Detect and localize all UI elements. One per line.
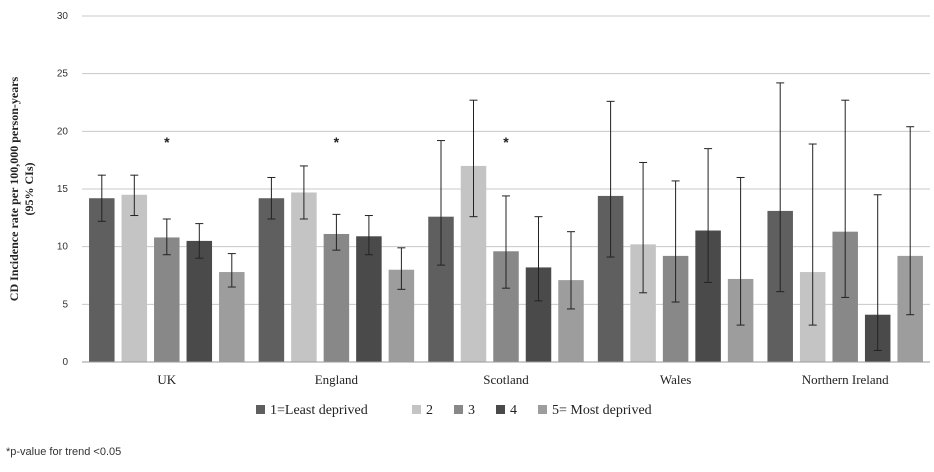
legend-label: 1=Least deprived xyxy=(270,403,368,418)
significance-marker: * xyxy=(334,134,340,150)
error-bar xyxy=(808,143,817,326)
x-category-label: Northern Ireland xyxy=(802,372,889,387)
error-bar xyxy=(639,161,648,294)
bar-uk-series-2 xyxy=(121,194,148,362)
y-tick-label: 20 xyxy=(57,126,69,137)
footnote: *p-value for trend <0.05 xyxy=(6,446,122,458)
legend-label: 4 xyxy=(510,403,517,418)
error-bar xyxy=(736,176,745,326)
y-tick-label: 10 xyxy=(57,242,69,253)
bar-england-series-4 xyxy=(356,236,382,362)
error-bar xyxy=(397,247,406,290)
legend-swatch xyxy=(538,405,547,414)
error-bar xyxy=(671,180,680,303)
error-bar xyxy=(97,174,106,222)
legend-label: 5= Most deprived xyxy=(552,403,652,418)
bar-england-series-1 xyxy=(258,198,285,362)
error-bar xyxy=(267,176,276,220)
y-tick-label: 0 xyxy=(62,357,68,368)
error-bar xyxy=(332,213,341,251)
error-bar xyxy=(906,126,915,316)
legend-item-5: 5= Most deprived xyxy=(538,403,652,418)
legend-swatch xyxy=(412,405,421,414)
error-bar xyxy=(567,231,575,310)
error-bar xyxy=(299,165,308,220)
error-bar xyxy=(162,218,171,256)
legend-label: 3 xyxy=(468,403,475,418)
y-axis-label-line: CD Incidence rate per 100,000 person-yea… xyxy=(7,76,21,301)
error-bar xyxy=(227,253,236,288)
y-tick-label: 15 xyxy=(57,184,69,195)
error-bar xyxy=(469,99,478,218)
legend-item-1: 1=Least deprived xyxy=(256,403,368,418)
significance-marker: * xyxy=(503,134,509,150)
y-tick-label: 30 xyxy=(57,11,69,22)
y-axis-label: CD Incidence rate per 100,000 person-yea… xyxy=(7,76,36,301)
significance-marker: * xyxy=(164,134,170,150)
x-category-label: England xyxy=(315,372,359,387)
legend-swatch xyxy=(454,405,463,414)
error-bar xyxy=(534,216,543,302)
error-bar xyxy=(364,215,373,256)
legend-item-2: 2 xyxy=(412,403,433,418)
significance-markers: * * * xyxy=(164,134,509,150)
chart: 0 5 10 15 20 25 30 * * * UK England Scotland Wales N… xyxy=(7,11,930,418)
legend-item-4: 4 xyxy=(496,403,517,418)
x-category-label: UK xyxy=(157,372,176,387)
error-bar xyxy=(502,195,510,289)
error-bars xyxy=(97,82,915,351)
x-category-label: Wales xyxy=(660,372,691,387)
legend: 1=Least deprived 2 3 4 5= Most deprived xyxy=(256,403,652,418)
error-bar xyxy=(841,99,850,298)
y-tick-label: 5 xyxy=(62,299,68,310)
legend-swatch xyxy=(256,405,265,414)
error-bar xyxy=(873,194,882,351)
error-bar xyxy=(195,223,204,259)
bar-uk-series-4 xyxy=(186,240,213,362)
bar-england-series-3 xyxy=(323,233,350,362)
error-bar xyxy=(130,174,139,217)
error-bar xyxy=(606,100,615,258)
y-axis-label-line: (95% CIs) xyxy=(22,162,36,215)
error-bar xyxy=(704,148,713,283)
error-bar xyxy=(776,82,785,293)
bar-uk-series-1 xyxy=(89,198,115,362)
bar-england-series-2 xyxy=(291,192,317,362)
legend-item-3: 3 xyxy=(454,403,475,418)
error-bar xyxy=(437,140,445,266)
y-axis-ticks: 0 5 10 15 20 25 30 xyxy=(57,11,69,368)
bar-uk-series-3 xyxy=(154,237,180,362)
y-tick-label: 25 xyxy=(57,69,69,80)
legend-swatch xyxy=(496,405,505,414)
legend-label: 2 xyxy=(426,403,433,418)
x-category-label: Scotland xyxy=(483,372,529,387)
x-axis-labels: UK England Scotland Wales Northern Ireland xyxy=(157,372,889,387)
